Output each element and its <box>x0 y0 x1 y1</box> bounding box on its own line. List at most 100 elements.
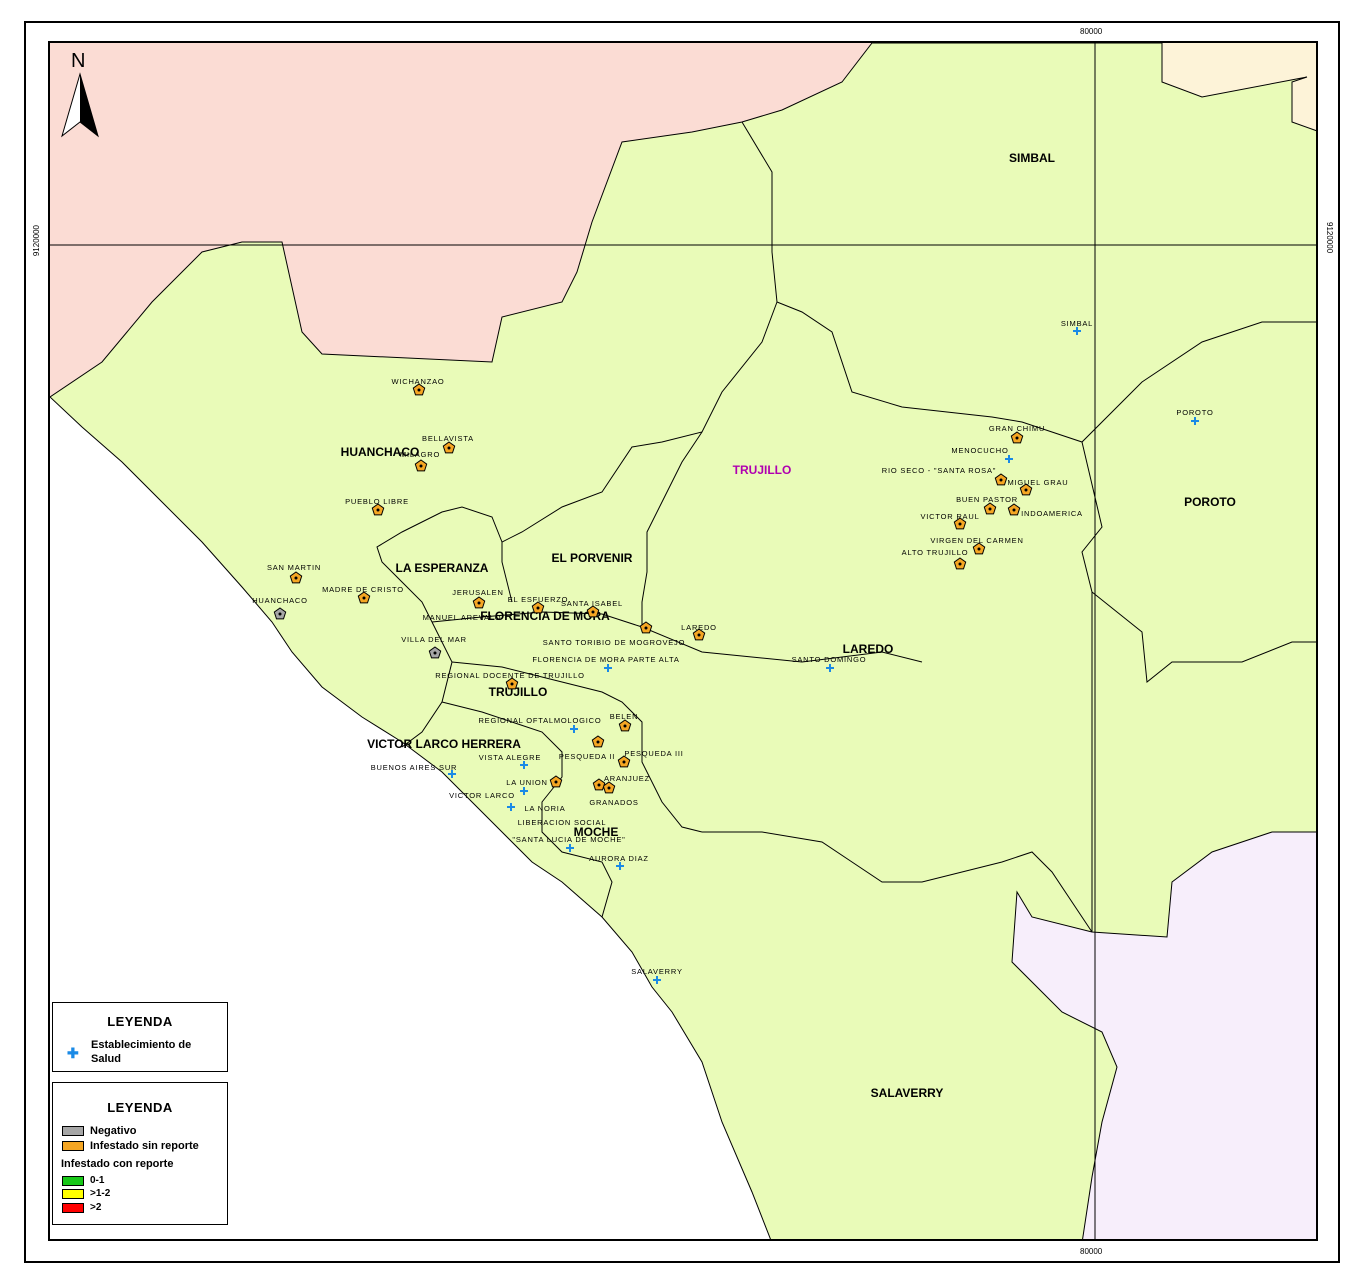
place-marker[interactable]: EL ESFUERZO <box>508 595 569 614</box>
marker-center-dot <box>376 508 380 512</box>
place-marker[interactable]: SAN MARTIN <box>267 563 321 584</box>
place-marker[interactable]: GRANADOS <box>589 778 638 807</box>
place-marker[interactable]: LA NORIA <box>507 803 566 813</box>
place-label: EL ESFUERZO <box>508 595 569 604</box>
place-marker[interactable]: BELEN <box>610 712 639 732</box>
map-frame[interactable]: N SIMBAL HUANCHACO TRUJILLO POROTO LA ESPERA… <box>48 41 1318 1241</box>
place-marker[interactable]: "SANTA LUCIA DE MOCHE" <box>512 835 625 852</box>
place-marker[interactable]: AURORA DIAZ <box>589 854 649 870</box>
place-marker[interactable]: REGIONAL OFTALMOLOGICO <box>478 716 601 733</box>
place-marker[interactable]: RIO SECO - "SANTA ROSA" <box>882 466 1008 486</box>
right-y-coordinate: 9120000 <box>1325 222 1334 254</box>
map-canvas[interactable]: N SIMBAL HUANCHACO TRUJILLO POROTO LA ESPERA… <box>50 43 1318 1241</box>
place-marker[interactable]: LIBERACION SOCIAL <box>518 818 607 827</box>
health-facility-icon[interactable] <box>520 761 528 769</box>
place-marker[interactable]: VISTA ALEGRE <box>479 753 541 769</box>
place-label: BUEN PASTOR <box>956 495 1018 504</box>
district-label: SIMBAL <box>1009 151 1055 165</box>
place-marker[interactable]: WICHANZAO <box>391 377 444 396</box>
place-marker[interactable]: ALTO TRUJILLO <box>902 548 969 570</box>
place-marker[interactable]: BUENOS AIRES SUR <box>371 763 458 778</box>
health-facility-icon[interactable] <box>604 664 612 672</box>
place-marker[interactable]: PUEBLO LIBRE <box>345 497 409 516</box>
north-arrow-icon <box>61 72 99 138</box>
place-marker[interactable]: INDOAMERICA <box>1007 503 1083 518</box>
place-marker[interactable]: LAREDO <box>681 623 717 641</box>
district-label: SALAVERRY <box>871 1086 944 1100</box>
place-label: HUANCHACO <box>252 596 308 605</box>
health-facility-icon[interactable] <box>448 770 456 778</box>
district-label: TRUJILLO <box>733 463 792 477</box>
health-facility-icon[interactable] <box>826 664 834 672</box>
marker-center-dot <box>958 522 962 526</box>
place-label: MADRE DE CRISTO <box>322 585 404 594</box>
place-marker[interactable]: SANTA ISABEL <box>561 599 623 618</box>
place-label: BUENOS AIRES SUR <box>371 763 458 772</box>
place-marker[interactable]: PESQUEDA II <box>559 735 615 761</box>
place-marker[interactable]: MADRE DE CRISTO <box>322 585 404 604</box>
marker-center-dot <box>958 562 962 566</box>
place-marker[interactable]: POROTO <box>1176 408 1213 425</box>
legend-item-line1: Establecimiento de <box>91 1039 192 1051</box>
place-marker[interactable]: VICTOR LARCO <box>449 787 528 800</box>
marker-center-dot <box>477 601 481 605</box>
place-marker[interactable]: SALAVERRY <box>631 967 683 984</box>
place-label: REGIONAL DOCENTE DE TRUJILLO <box>435 671 585 680</box>
place-label: BELLAVISTA <box>422 434 474 443</box>
place-label: MIGUEL GRAU <box>1007 478 1068 487</box>
place-marker[interactable]: BELLAVISTA <box>422 434 474 454</box>
health-facility-icon[interactable] <box>520 787 528 795</box>
marker-center-dot <box>622 760 626 764</box>
place-label: VIRGEN DEL CARMEN <box>930 536 1023 545</box>
health-facility-icon[interactable] <box>507 803 515 811</box>
health-facility-icon[interactable] <box>616 862 624 870</box>
place-marker[interactable]: REGIONAL DOCENTE DE TRUJILLO <box>435 671 585 690</box>
place-marker[interactable]: GRAN CHIMU <box>989 424 1045 444</box>
place-label: ARANJUEZ <box>604 774 650 783</box>
marker-center-dot <box>591 610 595 614</box>
place-label: SALAVERRY <box>631 967 683 976</box>
place-marker[interactable]: VIRGEN DEL CARMEN <box>930 536 1023 555</box>
place-label: SANTO TORIBIO DE MOGROVEJO <box>543 638 686 647</box>
marker-center-dot <box>697 633 701 637</box>
marker-center-dot <box>294 576 298 580</box>
place-marker[interactable]: MANUEL AREVALO <box>423 613 502 622</box>
health-facility-icon[interactable] <box>1005 455 1013 463</box>
top-x-coordinate: 80000 <box>1080 27 1103 36</box>
marker-center-dot <box>623 724 627 728</box>
place-label: VILLA DEL MAR <box>401 635 467 644</box>
place-marker[interactable]: JERUSALEN <box>452 588 503 609</box>
legend-health-facility: LEYENDA ✚ Establecimiento de Salud <box>52 1002 228 1072</box>
place-marker[interactable]: MIGUEL GRAU <box>1007 478 1068 496</box>
place-label: INDOAMERICA <box>1021 509 1083 518</box>
marker-center-dot <box>977 547 981 551</box>
marker-center-dot <box>419 464 423 468</box>
place-marker[interactable]: HUANCHACO <box>252 596 308 620</box>
place-marker[interactable]: BUEN PASTOR <box>956 495 1018 515</box>
health-facility-icon[interactable] <box>653 976 661 984</box>
place-marker[interactable]: MENOCUCHO <box>951 446 1013 463</box>
legend-infestation: LEYENDA Negativo Infestado sin reporte I… <box>52 1082 228 1225</box>
place-marker[interactable]: VILLA DEL MAR <box>401 635 467 659</box>
health-facility-icon[interactable] <box>1073 327 1081 335</box>
marker-center-dot <box>607 786 611 790</box>
northeast-region <box>1162 43 1316 131</box>
legend-range2: >1-2 <box>90 1188 111 1199</box>
place-marker[interactable]: PESQUEDA III <box>617 749 683 768</box>
health-facility-icon[interactable] <box>1191 417 1199 425</box>
district-label: MOCHE <box>574 825 619 839</box>
place-marker[interactable]: MILAGRO <box>400 450 440 472</box>
place-label: LAREDO <box>681 623 717 632</box>
place-marker[interactable]: FLORENCIA DE MORA PARTE ALTA <box>532 655 679 672</box>
place-marker[interactable]: VICTOR RAUL <box>920 512 979 530</box>
place-marker[interactable]: LA UNION <box>506 775 563 788</box>
place-label: SANTA ISABEL <box>561 599 623 608</box>
place-label: "SANTA LUCIA DE MOCHE" <box>512 835 625 844</box>
marker-center-dot <box>510 682 514 686</box>
health-facility-icon[interactable] <box>570 725 578 733</box>
place-marker[interactable]: SANTO TORIBIO DE MOGROVEJO <box>543 621 686 647</box>
place-marker[interactable]: SIMBAL <box>1061 319 1093 335</box>
outer-frame <box>24 21 1340 1263</box>
place-marker[interactable]: SANTO DOMINGO <box>792 655 867 672</box>
health-facility-icon[interactable] <box>566 844 574 852</box>
